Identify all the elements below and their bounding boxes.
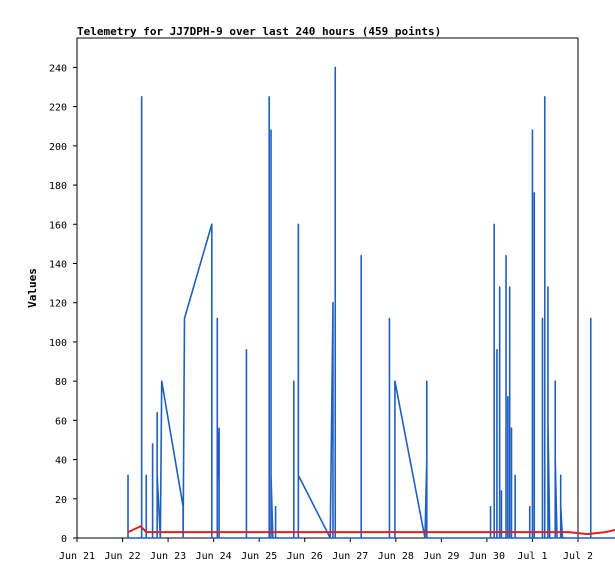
y-tick-label: 20 [55, 495, 67, 506]
x-tick-label: Jul 1 [517, 551, 547, 562]
y-tick-label: 60 [55, 416, 67, 427]
y-tick-label: 120 [49, 299, 67, 310]
series-layer [127, 66, 615, 539]
x-tick-label: Jun 25 [241, 551, 277, 562]
plot-area [76, 37, 579, 539]
y-tick-label: 240 [49, 63, 67, 74]
x-tick-label: Jul 2 [563, 551, 593, 562]
y-tick-label: 40 [55, 456, 67, 467]
x-axis: Jun 21 Jun 22 Jun 23 Jun 24 Jun 25 Jun 26 Jun … [59, 538, 593, 562]
series-line-1 [127, 66, 615, 539]
x-tick-label: Jun 28 [378, 551, 414, 562]
y-tick-label: 80 [55, 377, 67, 388]
x-tick-label: Jun 30 [469, 551, 505, 562]
y-axis-label: Values [26, 268, 39, 308]
x-tick-label: Jun 21 [59, 551, 95, 562]
y-tick-label: 200 [49, 142, 67, 153]
x-tick-label: Jun 22 [104, 551, 140, 562]
y-tick-label: 160 [49, 220, 67, 231]
x-tick-label: Jun 26 [287, 551, 323, 562]
x-tick-label: Jun 23 [150, 551, 186, 562]
y-axis: 0 20 40 60 80 100 120 140 160 180 200 220 240 [49, 63, 77, 545]
y-tick-label: 100 [49, 338, 67, 349]
y-tick-label: 140 [49, 259, 67, 270]
y-tick-label: 220 [49, 103, 67, 114]
chart-title: Telemetry for JJ7DPH-9 over last 240 hou… [77, 25, 441, 38]
series-line-2 [127, 525, 615, 536]
x-tick-label: Jun 29 [423, 551, 459, 562]
x-tick-label: Jun 27 [332, 551, 368, 562]
x-tick-label: Jun 24 [196, 551, 232, 562]
y-tick-label: 180 [49, 181, 67, 192]
y-tick-label: 0 [61, 534, 67, 545]
